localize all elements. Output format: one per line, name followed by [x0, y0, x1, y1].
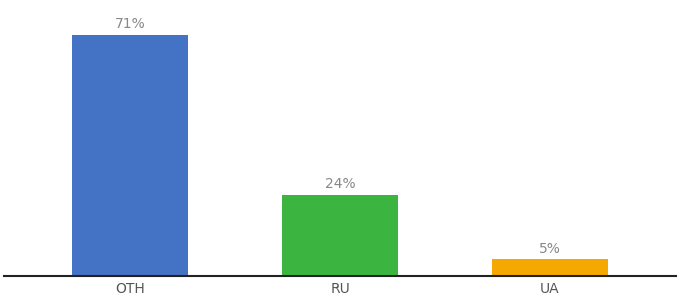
Text: 71%: 71% — [115, 17, 146, 32]
Text: 5%: 5% — [539, 242, 561, 256]
Bar — [72, 35, 188, 276]
Bar — [492, 259, 608, 276]
Bar — [282, 195, 398, 276]
Text: 24%: 24% — [324, 177, 356, 191]
